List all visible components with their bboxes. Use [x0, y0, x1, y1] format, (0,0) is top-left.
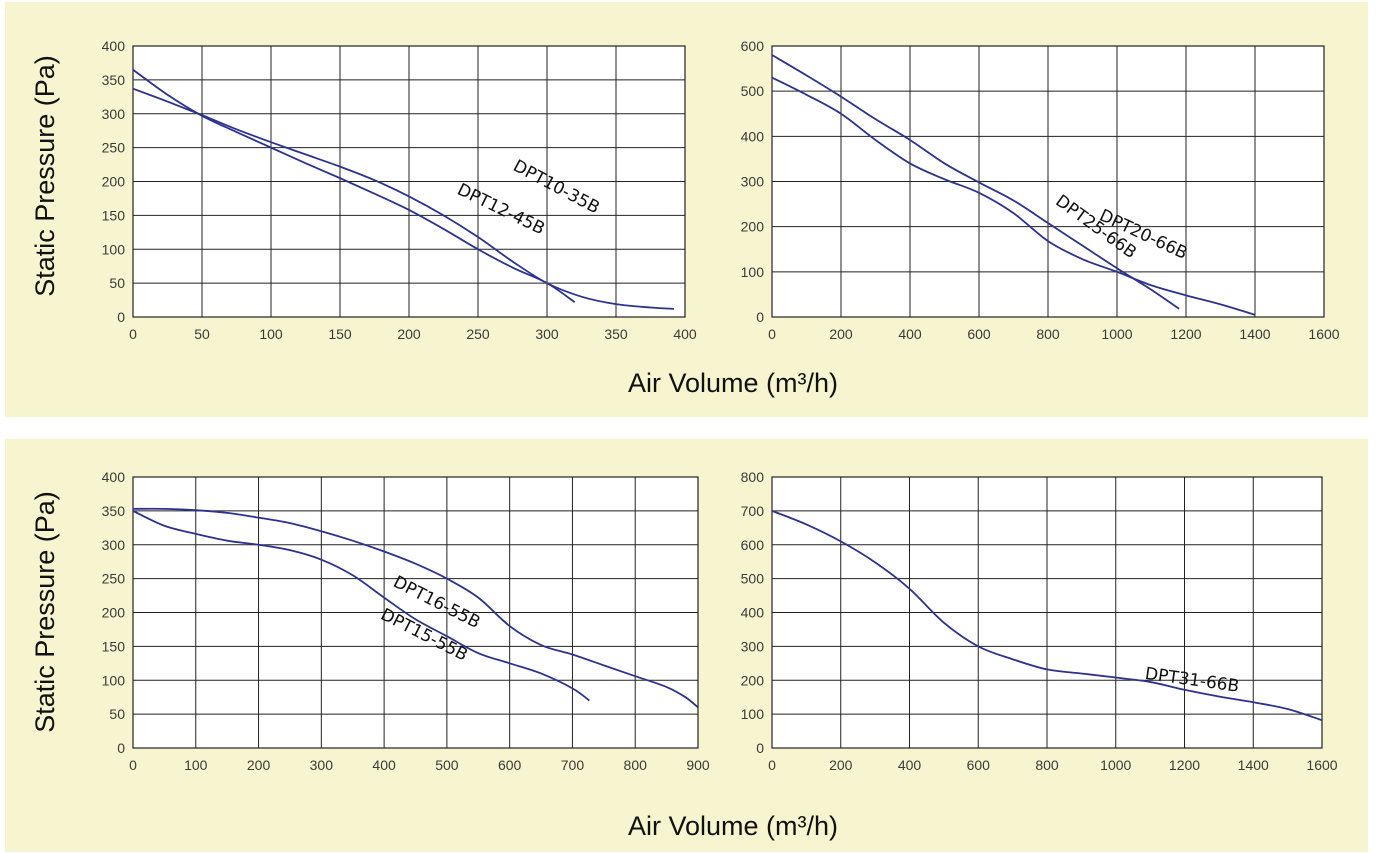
y-axis-label-top: Static Pressure (Pa): [30, 55, 60, 297]
x-tick-label: 1200: [1170, 326, 1201, 342]
x-tick-label: 700: [561, 757, 585, 773]
y-tick-label: 800: [741, 469, 765, 485]
y-tick-label: 200: [102, 174, 126, 190]
series-line-DPT10-35B: [132, 87, 675, 310]
x-tick-label: 1400: [1238, 757, 1269, 773]
x-tick-label: 400: [372, 757, 396, 773]
y-tick-label: 500: [741, 83, 765, 99]
y-tick-label: 50: [109, 275, 125, 291]
x-tick-label: 500: [435, 757, 459, 773]
y-tick-label: 250: [102, 571, 126, 587]
y-tick-label: 0: [117, 309, 125, 325]
x-tick-label: 350: [604, 326, 628, 342]
x-tick-label: 900: [686, 757, 710, 773]
x-tick-label: 600: [967, 757, 991, 773]
x-tick-label: 150: [328, 326, 352, 342]
x-tick-label: 200: [247, 757, 271, 773]
x-tick-label: 200: [829, 326, 853, 342]
chart-2: 0 200 400 600 800 1000 1200 1400 1600 0 100 200 300 4…: [741, 38, 1340, 342]
x-tick-label: 1200: [1169, 757, 1200, 773]
y-tick-label: 150: [102, 207, 126, 223]
y-tick-label: 150: [102, 638, 126, 654]
x-tick-label: 200: [397, 326, 421, 342]
y-tick-label: 350: [102, 503, 126, 519]
y-axis-label-bottom: Static Pressure (Pa): [30, 491, 60, 733]
series-line-DPT12-45B: [132, 68, 576, 303]
x-tick-label: 0: [129, 326, 137, 342]
series-line-DPT15-55B: [132, 510, 590, 702]
x-tick-label: 0: [129, 757, 137, 773]
x-tick-label: 400: [898, 757, 922, 773]
x-tick-label: 1000: [1100, 757, 1131, 773]
y-tick-label: 600: [741, 38, 765, 54]
y-tick-label: 100: [102, 672, 126, 688]
y-tick-label: 100: [102, 241, 126, 257]
x-tick-label: 800: [624, 757, 648, 773]
x-tick-label: 800: [1035, 757, 1059, 773]
series-line-DPT25-66B: [771, 54, 1180, 310]
y-tick-label: 300: [102, 106, 126, 122]
y-tick-label: 250: [102, 140, 126, 156]
chart-1: 0 50 100 150 200 250 300 350 400 0 50 100 150 200 250 3…: [102, 38, 697, 342]
y-tick-label: 400: [102, 38, 126, 54]
y-tick-label: 50: [109, 706, 125, 722]
x-tick-label: 1600: [1306, 757, 1337, 773]
x-tick-label: 100: [259, 326, 283, 342]
series-line-DPT31-66B: [771, 510, 1323, 722]
series-line-DPT20-66B: [771, 76, 1256, 316]
x-axis-label-top: Air Volume (m³/h): [628, 368, 838, 398]
y-tick-label: 200: [741, 672, 765, 688]
y-tick-label: 300: [102, 537, 126, 553]
chart-3: 0 100 200 300 400 500 600 700 800 900 0 50 100 150 200…: [102, 469, 710, 773]
x-tick-label: 300: [535, 326, 559, 342]
y-tick-label: 100: [741, 264, 765, 280]
series-line-DPT16-55B: [132, 507, 699, 709]
x-tick-label: 1600: [1308, 326, 1339, 342]
y-tick-label: 400: [741, 128, 765, 144]
x-tick-label: 1000: [1101, 326, 1132, 342]
x-axis-label-bottom: Air Volume (m³/h): [628, 811, 838, 841]
y-tick-label: 300: [741, 638, 765, 654]
y-tick-label: 200: [741, 219, 765, 235]
y-tick-label: 500: [741, 571, 765, 587]
y-tick-label: 400: [741, 605, 765, 621]
x-tick-label: 400: [898, 326, 922, 342]
x-tick-label: 800: [1036, 326, 1060, 342]
x-tick-label: 400: [673, 326, 697, 342]
y-tick-label: 200: [102, 605, 126, 621]
x-tick-label: 200: [829, 757, 853, 773]
y-tick-label: 400: [102, 469, 126, 485]
x-tick-label: 0: [768, 326, 776, 342]
y-tick-label: 350: [102, 72, 126, 88]
y-tick-label: 0: [756, 740, 764, 756]
y-tick-label: 700: [741, 503, 765, 519]
x-tick-label: 50: [194, 326, 210, 342]
y-tick-label: 300: [741, 174, 765, 190]
x-tick-label: 1400: [1239, 326, 1270, 342]
x-tick-label: 0: [768, 757, 776, 773]
x-tick-label: 100: [184, 757, 208, 773]
y-tick-label: 100: [741, 706, 765, 722]
chart-4: 0 200 400 600 800 1000 1200 1400 1600 0 100 200 300 4…: [741, 469, 1338, 773]
y-tick-label: 0: [756, 309, 764, 325]
x-tick-label: 600: [967, 326, 991, 342]
x-tick-label: 600: [498, 757, 522, 773]
y-tick-label: 600: [741, 537, 765, 553]
x-tick-label: 300: [310, 757, 334, 773]
y-tick-label: 0: [117, 740, 125, 756]
x-tick-label: 250: [466, 326, 490, 342]
